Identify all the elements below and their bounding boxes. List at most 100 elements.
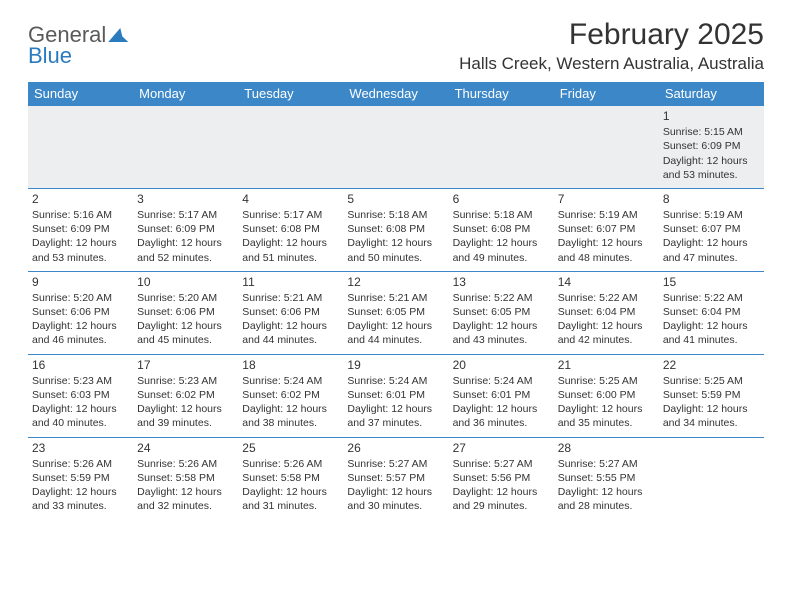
sunset-text: Sunset: 5:58 PM bbox=[137, 471, 234, 485]
daylight-text: Daylight: 12 hours bbox=[663, 319, 760, 333]
daylight-text: Daylight: 12 hours bbox=[347, 402, 444, 416]
col-sunday: Sunday bbox=[28, 82, 133, 106]
sunrise-text: Sunrise: 5:23 AM bbox=[32, 374, 129, 388]
day-number: 14 bbox=[558, 274, 655, 290]
daylight-text: Daylight: 12 hours bbox=[453, 485, 550, 499]
sunset-text: Sunset: 6:05 PM bbox=[347, 305, 444, 319]
day-number: 11 bbox=[242, 274, 339, 290]
calendar-cell: 25Sunrise: 5:26 AMSunset: 5:58 PMDayligh… bbox=[238, 437, 343, 519]
calendar-cell: 6Sunrise: 5:18 AMSunset: 6:08 PMDaylight… bbox=[449, 188, 554, 271]
logo: General Blue bbox=[28, 18, 128, 67]
day-number: 6 bbox=[453, 191, 550, 207]
daylight-text: Daylight: 12 hours bbox=[137, 485, 234, 499]
sunrise-text: Sunrise: 5:20 AM bbox=[32, 291, 129, 305]
sunrise-text: Sunrise: 5:26 AM bbox=[242, 457, 339, 471]
day-number: 15 bbox=[663, 274, 760, 290]
day-number: 2 bbox=[32, 191, 129, 207]
daylight-text: Daylight: 12 hours bbox=[347, 236, 444, 250]
sunrise-text: Sunrise: 5:25 AM bbox=[663, 374, 760, 388]
col-saturday: Saturday bbox=[659, 82, 764, 106]
sunset-text: Sunset: 5:59 PM bbox=[32, 471, 129, 485]
sunset-text: Sunset: 6:01 PM bbox=[347, 388, 444, 402]
calendar-week-row: 2Sunrise: 5:16 AMSunset: 6:09 PMDaylight… bbox=[28, 188, 764, 271]
calendar-table: Sunday Monday Tuesday Wednesday Thursday… bbox=[28, 82, 764, 519]
sunrise-text: Sunrise: 5:19 AM bbox=[663, 208, 760, 222]
daylight-text: and 53 minutes. bbox=[32, 251, 129, 265]
day-number: 8 bbox=[663, 191, 760, 207]
calendar-cell: 18Sunrise: 5:24 AMSunset: 6:02 PMDayligh… bbox=[238, 354, 343, 437]
sunrise-text: Sunrise: 5:24 AM bbox=[347, 374, 444, 388]
daylight-text: and 29 minutes. bbox=[453, 499, 550, 513]
day-number: 22 bbox=[663, 357, 760, 373]
sunset-text: Sunset: 5:55 PM bbox=[558, 471, 655, 485]
sunset-text: Sunset: 6:09 PM bbox=[32, 222, 129, 236]
calendar-cell: 26Sunrise: 5:27 AMSunset: 5:57 PMDayligh… bbox=[343, 437, 448, 519]
sunrise-text: Sunrise: 5:23 AM bbox=[137, 374, 234, 388]
calendar-page: General Blue February 2025 Halls Creek, … bbox=[0, 0, 792, 537]
sunset-text: Sunset: 6:06 PM bbox=[137, 305, 234, 319]
sunrise-text: Sunrise: 5:22 AM bbox=[558, 291, 655, 305]
daylight-text: Daylight: 12 hours bbox=[663, 154, 760, 168]
calendar-cell: 17Sunrise: 5:23 AMSunset: 6:02 PMDayligh… bbox=[133, 354, 238, 437]
daylight-text: Daylight: 12 hours bbox=[453, 319, 550, 333]
day-number: 17 bbox=[137, 357, 234, 373]
calendar-cell: 3Sunrise: 5:17 AMSunset: 6:09 PMDaylight… bbox=[133, 188, 238, 271]
day-number: 25 bbox=[242, 440, 339, 456]
sunrise-text: Sunrise: 5:21 AM bbox=[347, 291, 444, 305]
calendar-week-row: 16Sunrise: 5:23 AMSunset: 6:03 PMDayligh… bbox=[28, 354, 764, 437]
sunset-text: Sunset: 6:08 PM bbox=[242, 222, 339, 236]
col-thursday: Thursday bbox=[449, 82, 554, 106]
calendar-header-row: Sunday Monday Tuesday Wednesday Thursday… bbox=[28, 82, 764, 106]
calendar-cell: 14Sunrise: 5:22 AMSunset: 6:04 PMDayligh… bbox=[554, 271, 659, 354]
calendar-week-row: 23Sunrise: 5:26 AMSunset: 5:59 PMDayligh… bbox=[28, 437, 764, 519]
calendar-cell bbox=[659, 437, 764, 519]
sunset-text: Sunset: 6:09 PM bbox=[663, 139, 760, 153]
calendar-cell: 10Sunrise: 5:20 AMSunset: 6:06 PMDayligh… bbox=[133, 271, 238, 354]
daylight-text: Daylight: 12 hours bbox=[347, 319, 444, 333]
sunset-text: Sunset: 6:08 PM bbox=[347, 222, 444, 236]
calendar-week-row: 1Sunrise: 5:15 AMSunset: 6:09 PMDaylight… bbox=[28, 106, 764, 189]
calendar-cell: 13Sunrise: 5:22 AMSunset: 6:05 PMDayligh… bbox=[449, 271, 554, 354]
daylight-text: Daylight: 12 hours bbox=[453, 236, 550, 250]
daylight-text: and 39 minutes. bbox=[137, 416, 234, 430]
logo-line2: Blue bbox=[28, 45, 106, 67]
daylight-text: and 41 minutes. bbox=[663, 333, 760, 347]
daylight-text: Daylight: 12 hours bbox=[242, 402, 339, 416]
sunrise-text: Sunrise: 5:24 AM bbox=[242, 374, 339, 388]
daylight-text: Daylight: 12 hours bbox=[32, 236, 129, 250]
calendar-cell bbox=[238, 106, 343, 189]
daylight-text: Daylight: 12 hours bbox=[242, 236, 339, 250]
daylight-text: Daylight: 12 hours bbox=[32, 319, 129, 333]
calendar-cell: 1Sunrise: 5:15 AMSunset: 6:09 PMDaylight… bbox=[659, 106, 764, 189]
month-title: February 2025 bbox=[459, 18, 764, 52]
daylight-text: and 48 minutes. bbox=[558, 251, 655, 265]
sunrise-text: Sunrise: 5:27 AM bbox=[453, 457, 550, 471]
daylight-text: and 33 minutes. bbox=[32, 499, 129, 513]
day-number: 21 bbox=[558, 357, 655, 373]
daylight-text: Daylight: 12 hours bbox=[137, 319, 234, 333]
daylight-text: Daylight: 12 hours bbox=[347, 485, 444, 499]
daylight-text: Daylight: 12 hours bbox=[453, 402, 550, 416]
calendar-cell: 27Sunrise: 5:27 AMSunset: 5:56 PMDayligh… bbox=[449, 437, 554, 519]
sunset-text: Sunset: 6:00 PM bbox=[558, 388, 655, 402]
sunrise-text: Sunrise: 5:20 AM bbox=[137, 291, 234, 305]
col-monday: Monday bbox=[133, 82, 238, 106]
sunrise-text: Sunrise: 5:22 AM bbox=[453, 291, 550, 305]
calendar-cell: 23Sunrise: 5:26 AMSunset: 5:59 PMDayligh… bbox=[28, 437, 133, 519]
day-number: 16 bbox=[32, 357, 129, 373]
sunrise-text: Sunrise: 5:27 AM bbox=[347, 457, 444, 471]
daylight-text: and 31 minutes. bbox=[242, 499, 339, 513]
calendar-cell: 12Sunrise: 5:21 AMSunset: 6:05 PMDayligh… bbox=[343, 271, 448, 354]
sunrise-text: Sunrise: 5:17 AM bbox=[137, 208, 234, 222]
sunset-text: Sunset: 5:59 PM bbox=[663, 388, 760, 402]
sunrise-text: Sunrise: 5:15 AM bbox=[663, 125, 760, 139]
calendar-week-row: 9Sunrise: 5:20 AMSunset: 6:06 PMDaylight… bbox=[28, 271, 764, 354]
daylight-text: and 35 minutes. bbox=[558, 416, 655, 430]
daylight-text: and 52 minutes. bbox=[137, 251, 234, 265]
daylight-text: and 44 minutes. bbox=[347, 333, 444, 347]
calendar-cell: 19Sunrise: 5:24 AMSunset: 6:01 PMDayligh… bbox=[343, 354, 448, 437]
logo-text-block: General Blue bbox=[28, 24, 106, 67]
daylight-text: Daylight: 12 hours bbox=[32, 402, 129, 416]
location-subtitle: Halls Creek, Western Australia, Australi… bbox=[459, 54, 764, 74]
day-number: 19 bbox=[347, 357, 444, 373]
